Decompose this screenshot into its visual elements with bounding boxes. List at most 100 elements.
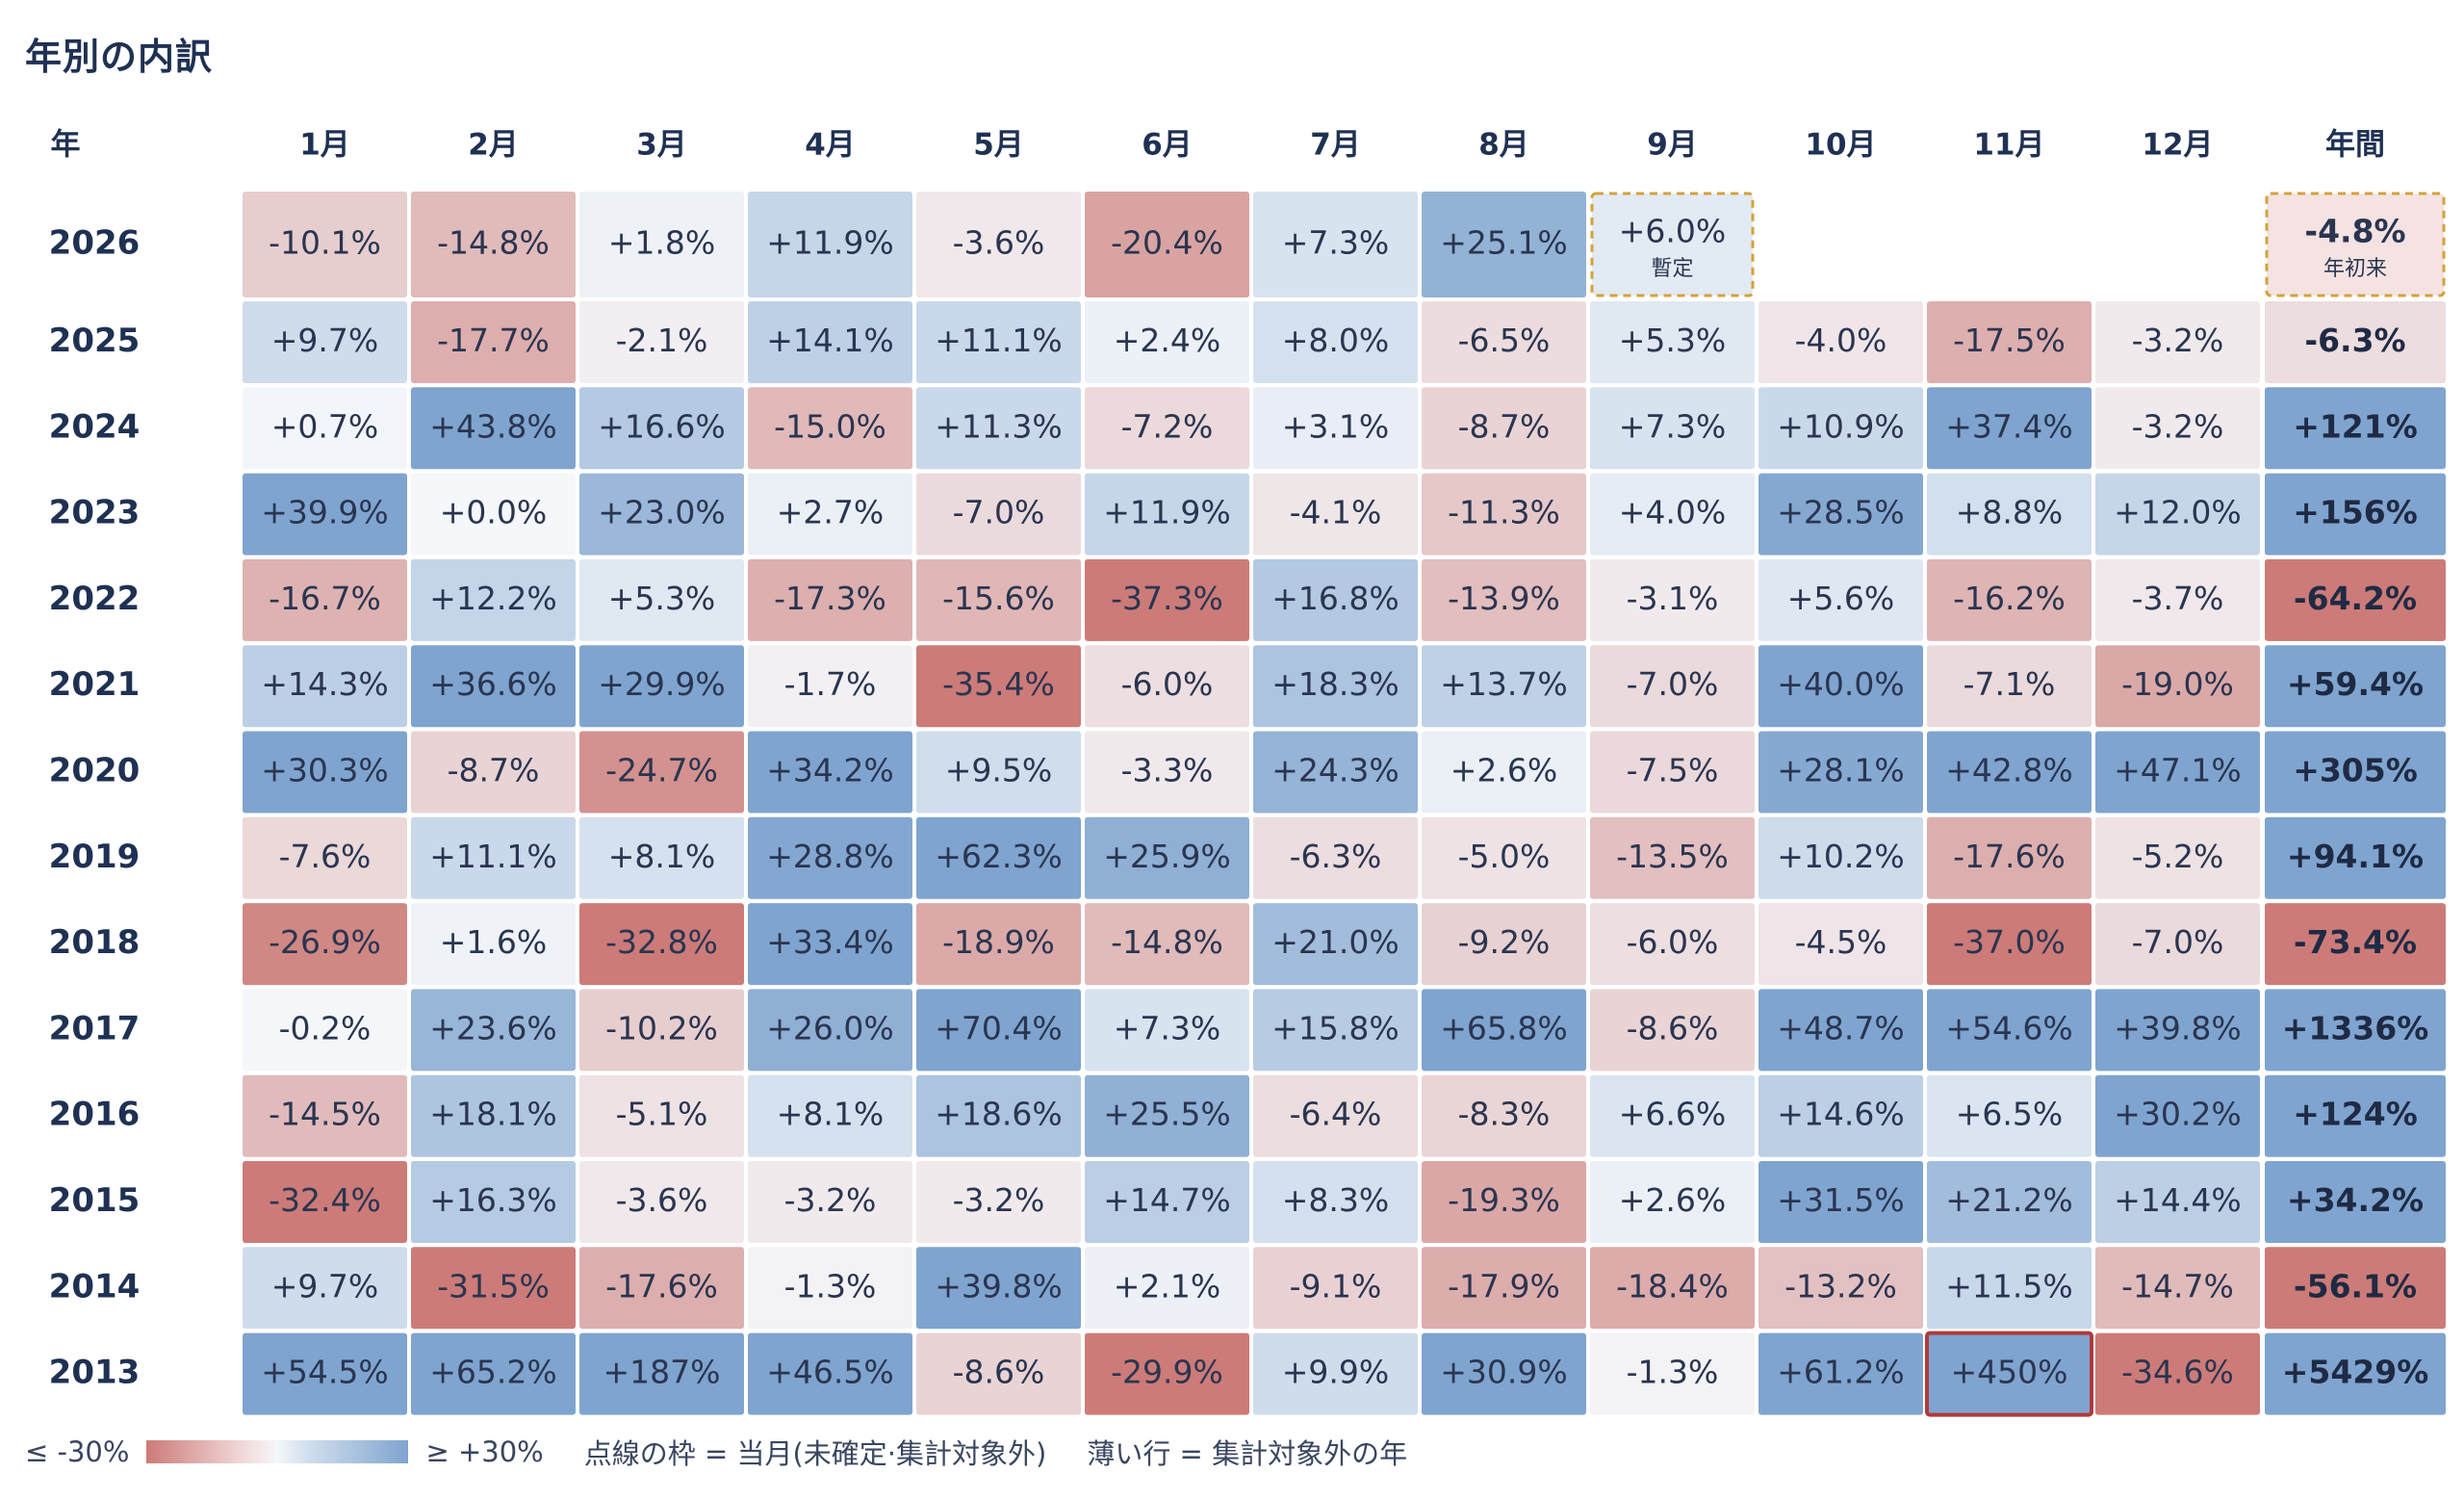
annual-cell xyxy=(2265,731,2446,814)
column-header-month: 4月 xyxy=(805,128,856,163)
column-header-month: 8月 xyxy=(1478,128,1529,163)
heatmap-cell xyxy=(411,731,576,814)
cell-value: +12.2% xyxy=(429,580,556,617)
cell-value: +5.3% xyxy=(1619,322,1727,359)
cell-value: -13.5% xyxy=(1616,838,1729,875)
cell-value: -13.2% xyxy=(1784,1267,1897,1305)
cell-value: -3.2% xyxy=(2132,322,2224,359)
annual-value: +121% xyxy=(2293,407,2418,445)
heatmap-cell xyxy=(1085,301,1249,383)
year-label: 2022 xyxy=(49,580,141,618)
cell-value: +7.3% xyxy=(1282,224,1390,262)
heatmap-cell xyxy=(916,1332,1081,1415)
heatmap-cell xyxy=(748,645,912,728)
cell-provisional-label: 暫定 xyxy=(1651,257,1693,281)
heatmap-cell xyxy=(916,816,1081,899)
cell-value: +9.7% xyxy=(271,322,379,359)
annual-cell xyxy=(2265,192,2446,297)
annual-value: +124% xyxy=(2293,1096,2418,1133)
heatmap-cell xyxy=(2095,473,2260,556)
heatmap-cell xyxy=(1085,387,1249,470)
heatmap-cell xyxy=(243,387,407,470)
cell-value: -3.7% xyxy=(2132,580,2224,617)
annual-cell xyxy=(2265,387,2446,470)
heatmap-cell xyxy=(2095,387,2260,470)
heatmap-cell xyxy=(1927,989,2092,1072)
cell-value: -3.1% xyxy=(1627,580,1719,617)
cell-value: +2.4% xyxy=(1114,322,1221,359)
cell-value: -7.5% xyxy=(1627,752,1719,789)
heatmap-cell xyxy=(243,645,407,728)
cell-value: +23.6% xyxy=(429,1009,556,1047)
heatmap-cell xyxy=(1085,192,1249,297)
cell-value: +39.8% xyxy=(2114,1009,2241,1047)
cell-value: +65.8% xyxy=(1440,1009,1567,1047)
heatmap-cell xyxy=(1927,558,2092,641)
column-header-month: 1月 xyxy=(299,128,350,163)
cell-value: -1.7% xyxy=(784,665,877,703)
annual-cell xyxy=(2265,816,2446,899)
cell-value: +12.0% xyxy=(2114,494,2241,531)
cell-value: -14.5% xyxy=(269,1096,381,1133)
annual-value: +94.1% xyxy=(2287,838,2424,875)
cell-value: +30.2% xyxy=(2114,1096,2241,1133)
heatmap-cell xyxy=(579,558,744,641)
heatmap-cell xyxy=(411,1247,576,1330)
cell-value: +26.0% xyxy=(766,1009,893,1047)
heatmap-cell xyxy=(579,473,744,556)
heatmap-cell xyxy=(916,473,1081,556)
cell-value: -35.4% xyxy=(942,665,1055,703)
page-title: 年別の内訳 xyxy=(25,36,214,78)
heatmap-cell xyxy=(748,1161,912,1243)
cell-value: -7.1% xyxy=(1964,665,2056,703)
heatmap-cell xyxy=(579,1161,744,1243)
heatmap-cell xyxy=(579,903,744,986)
cell-value: -7.0% xyxy=(1627,665,1719,703)
cell-value: +9.9% xyxy=(1282,1354,1390,1391)
cell-value: -8.7% xyxy=(1458,407,1551,445)
heatmap-cell xyxy=(748,1332,912,1415)
annual-cell xyxy=(2265,1332,2446,1415)
cell-value: +10.2% xyxy=(1777,838,1904,875)
cell-value: -6.5% xyxy=(1458,322,1551,359)
year-label: 2020 xyxy=(49,752,141,790)
heatmap-cell xyxy=(579,1247,744,1330)
annual-value: -56.1% xyxy=(2294,1267,2417,1305)
heatmap-cell xyxy=(243,473,407,556)
heatmap-cell xyxy=(1422,192,1586,297)
cell-value: +21.0% xyxy=(1271,923,1399,961)
annual-value: -73.4% xyxy=(2294,923,2417,961)
cell-value: -34.6% xyxy=(2121,1354,2234,1391)
cell-value: -17.7% xyxy=(437,322,550,359)
cell-value: -32.8% xyxy=(605,923,718,961)
cell-value: +5.6% xyxy=(1787,580,1895,617)
heatmap-cell xyxy=(1422,473,1586,556)
heatmap-cell xyxy=(411,387,576,470)
cell-value: -15.0% xyxy=(774,407,886,445)
cell-value: -9.2% xyxy=(1458,923,1551,961)
annual-value: +305% xyxy=(2293,752,2418,789)
heatmap-cell xyxy=(1758,1332,1923,1415)
cell-value: +2.7% xyxy=(777,494,885,531)
cell-value: +8.0% xyxy=(1282,322,1390,359)
heatmap-cell xyxy=(1253,645,1418,728)
heatmap-cell xyxy=(1927,903,2092,986)
heatmap-cell xyxy=(243,192,407,297)
heatmap-cell xyxy=(243,903,407,986)
cell-value: +65.2% xyxy=(429,1354,556,1391)
heatmap-cell xyxy=(748,989,912,1072)
cell-value: -7.0% xyxy=(953,494,1045,531)
cell-value: -17.5% xyxy=(1953,322,2066,359)
heatmap-cell xyxy=(1758,989,1923,1072)
cell-value: +47.1% xyxy=(2114,752,2241,789)
heatmap-cell xyxy=(916,192,1081,297)
cell-value: -17.3% xyxy=(774,580,886,617)
cell-value: +5.3% xyxy=(608,580,716,617)
cell-value: -14.7% xyxy=(2121,1267,2234,1305)
heatmap-cell xyxy=(1927,816,2092,899)
cell-value: -4.0% xyxy=(1795,322,1887,359)
heatmap-cell xyxy=(916,301,1081,383)
heatmap-cell xyxy=(1590,1074,1755,1157)
heatmap-cell xyxy=(1422,989,1586,1072)
